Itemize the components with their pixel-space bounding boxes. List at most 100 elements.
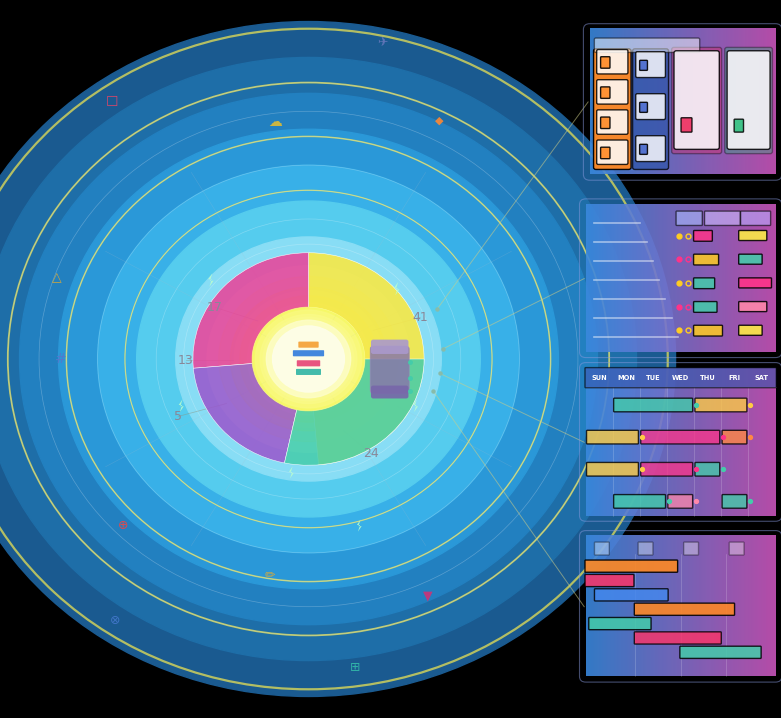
FancyBboxPatch shape [729, 542, 744, 555]
FancyBboxPatch shape [597, 50, 628, 74]
FancyBboxPatch shape [370, 346, 409, 393]
Text: ◆: ◆ [436, 116, 444, 126]
FancyBboxPatch shape [734, 119, 744, 132]
Text: SAT: SAT [755, 375, 769, 381]
FancyBboxPatch shape [640, 144, 647, 154]
FancyBboxPatch shape [725, 47, 772, 154]
Circle shape [255, 310, 362, 408]
Polygon shape [394, 282, 399, 296]
FancyBboxPatch shape [739, 325, 762, 335]
FancyBboxPatch shape [587, 430, 638, 444]
FancyBboxPatch shape [601, 117, 610, 129]
Text: ☐: ☐ [105, 95, 118, 109]
Text: ✈: ✈ [377, 37, 388, 50]
FancyBboxPatch shape [640, 462, 693, 476]
FancyBboxPatch shape [672, 47, 722, 154]
Text: ✏: ✏ [264, 569, 275, 582]
Text: THU: THU [700, 375, 715, 381]
Wedge shape [194, 363, 297, 463]
Text: 13: 13 [178, 354, 194, 367]
Circle shape [0, 22, 676, 696]
FancyBboxPatch shape [694, 302, 717, 312]
FancyBboxPatch shape [297, 360, 320, 366]
Text: △: △ [52, 271, 62, 284]
FancyBboxPatch shape [681, 118, 692, 132]
Circle shape [98, 165, 519, 553]
FancyBboxPatch shape [293, 350, 324, 356]
FancyBboxPatch shape [636, 52, 665, 78]
FancyBboxPatch shape [727, 51, 770, 149]
FancyBboxPatch shape [597, 80, 628, 104]
Polygon shape [413, 399, 418, 412]
Circle shape [207, 266, 410, 452]
Circle shape [240, 296, 377, 422]
Text: SUN: SUN [591, 375, 607, 381]
Polygon shape [357, 520, 362, 531]
FancyBboxPatch shape [634, 603, 735, 615]
FancyBboxPatch shape [640, 102, 647, 112]
FancyBboxPatch shape [695, 398, 747, 412]
Polygon shape [209, 274, 213, 286]
FancyBboxPatch shape [585, 368, 776, 388]
Circle shape [0, 57, 637, 661]
FancyBboxPatch shape [633, 49, 669, 169]
FancyBboxPatch shape [740, 211, 771, 225]
FancyBboxPatch shape [640, 430, 720, 444]
FancyBboxPatch shape [694, 230, 712, 241]
Polygon shape [179, 399, 184, 412]
Text: FRI: FRI [729, 375, 741, 381]
Circle shape [176, 237, 441, 481]
FancyBboxPatch shape [679, 646, 761, 658]
FancyBboxPatch shape [722, 430, 747, 444]
FancyBboxPatch shape [296, 369, 321, 375]
FancyBboxPatch shape [694, 254, 719, 265]
FancyBboxPatch shape [674, 51, 719, 149]
FancyBboxPatch shape [371, 386, 408, 398]
FancyBboxPatch shape [676, 211, 702, 225]
FancyBboxPatch shape [597, 110, 628, 134]
FancyBboxPatch shape [371, 340, 408, 354]
FancyBboxPatch shape [585, 560, 678, 572]
FancyBboxPatch shape [640, 60, 647, 70]
FancyBboxPatch shape [594, 38, 700, 52]
Circle shape [260, 314, 357, 404]
FancyBboxPatch shape [585, 574, 634, 587]
Circle shape [59, 129, 558, 589]
FancyBboxPatch shape [739, 278, 772, 288]
Wedge shape [284, 359, 424, 465]
Circle shape [248, 303, 369, 415]
FancyBboxPatch shape [694, 325, 722, 336]
Circle shape [252, 307, 365, 411]
FancyBboxPatch shape [739, 254, 762, 264]
Circle shape [219, 276, 398, 442]
FancyBboxPatch shape [587, 462, 638, 476]
FancyBboxPatch shape [704, 211, 740, 225]
Text: WED: WED [672, 375, 690, 381]
FancyBboxPatch shape [722, 495, 747, 508]
FancyBboxPatch shape [614, 398, 693, 412]
Text: 41: 41 [412, 311, 428, 324]
Text: #: # [55, 352, 67, 366]
Polygon shape [289, 467, 294, 478]
Text: ▼: ▼ [423, 589, 433, 602]
FancyBboxPatch shape [683, 542, 698, 555]
FancyBboxPatch shape [638, 542, 653, 555]
Circle shape [137, 201, 480, 517]
FancyBboxPatch shape [614, 495, 665, 508]
Text: ☁: ☁ [268, 115, 282, 129]
FancyBboxPatch shape [695, 462, 720, 476]
FancyBboxPatch shape [594, 542, 609, 555]
Text: 5: 5 [174, 410, 182, 423]
FancyBboxPatch shape [668, 495, 693, 508]
Wedge shape [193, 253, 308, 368]
Text: ⊕: ⊕ [118, 519, 129, 532]
FancyBboxPatch shape [298, 342, 319, 348]
FancyBboxPatch shape [601, 87, 610, 98]
Text: ⊗: ⊗ [110, 614, 121, 627]
FancyBboxPatch shape [636, 136, 665, 162]
FancyBboxPatch shape [589, 617, 651, 630]
FancyBboxPatch shape [694, 278, 715, 289]
Circle shape [20, 93, 597, 625]
Text: TUE: TUE [646, 375, 661, 381]
Text: ⊞: ⊞ [350, 661, 361, 674]
